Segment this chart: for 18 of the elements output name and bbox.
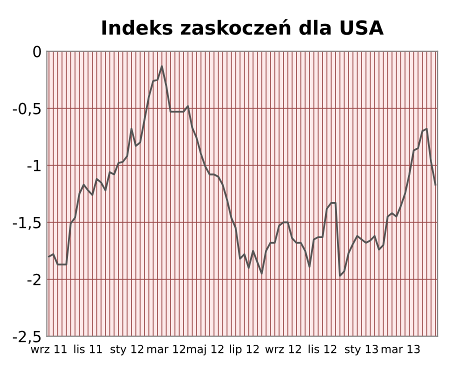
y-tick-label: -2 xyxy=(27,274,40,286)
chart-title: Indeks zaskoczeń dla USA xyxy=(102,19,384,35)
line-series xyxy=(48,65,436,277)
x-tick-label: sty 12 xyxy=(110,344,144,356)
x-tick-label: lis 11 xyxy=(74,344,102,354)
x-tick-label: mar 12 xyxy=(147,344,186,354)
x-tick-label: maj 12 xyxy=(187,344,224,356)
y-tick-label: -0,5 xyxy=(12,102,41,116)
x-tick-label: wrz 11 xyxy=(30,344,67,354)
y-tick-label: -1 xyxy=(27,160,41,172)
x-tick-label: lis 12 xyxy=(308,344,336,354)
x-tick-label: mar 13 xyxy=(382,344,420,354)
y-tick-label: -2,5 xyxy=(12,330,41,344)
y-tick-label: -1,5 xyxy=(12,216,41,230)
x-tick-label: wrz 12 xyxy=(265,344,301,354)
x-tick-label: sty 13 xyxy=(345,344,378,356)
x-tick-label: lip 12 xyxy=(230,344,259,356)
y-tick-label: 0 xyxy=(33,46,41,58)
